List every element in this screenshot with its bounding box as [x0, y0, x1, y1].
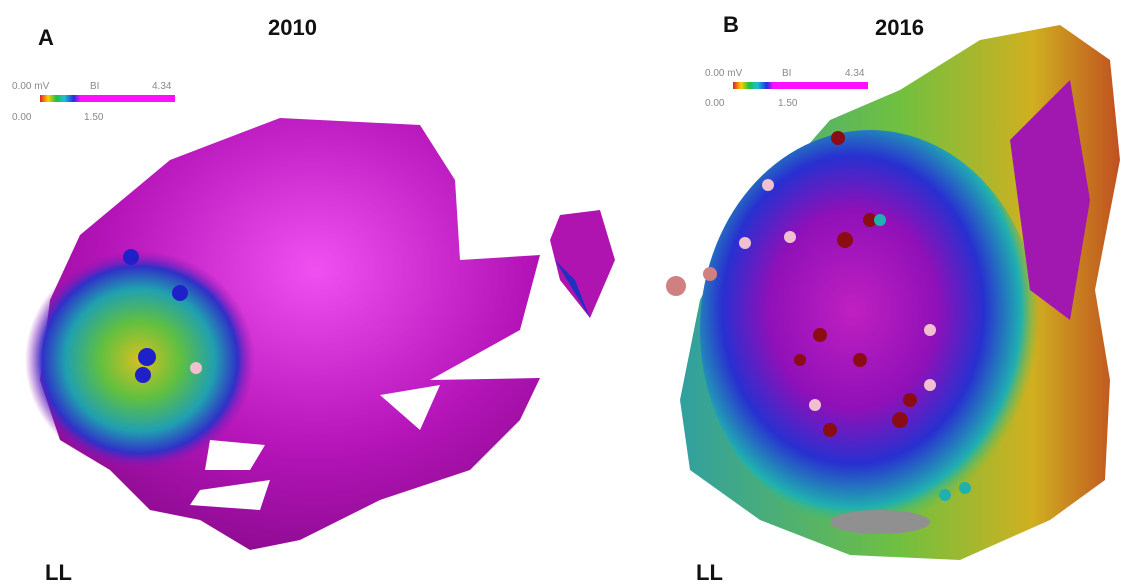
figure: A 2010 0.00 mV BI 4.34 0.00 1.50 LL B 20…: [0, 0, 1137, 586]
marker: [135, 367, 151, 383]
map-b: [666, 25, 1120, 560]
colorbar-min: 0.00 mV: [705, 68, 743, 79]
marker: [703, 267, 717, 281]
marker: [666, 276, 686, 296]
colorbar-low: 0.00: [12, 112, 32, 123]
marker: [190, 362, 202, 374]
colorbar-threshold: 1.50: [84, 112, 104, 123]
marker: [172, 285, 188, 301]
colorbar-mode: BI: [90, 81, 99, 92]
colorbar-max: 4.34: [152, 81, 172, 92]
colorbar: [40, 95, 175, 102]
colorbar-threshold: 1.50: [778, 98, 798, 109]
colorbar-low: 0.00: [705, 98, 725, 109]
colorbar-min: 0.00 mV: [12, 81, 50, 92]
page: A 2010 0.00 mV BI 4.34 0.00 1.50 LL B 20…: [0, 0, 1137, 586]
view-label: LL: [45, 560, 72, 585]
low-voltage-region: [700, 130, 1040, 530]
map-a: [25, 118, 615, 550]
marker: [138, 348, 156, 366]
panel-year: 2016: [875, 15, 924, 40]
colorbar: [733, 82, 868, 89]
view-label: LL: [696, 560, 723, 585]
valve: [830, 510, 930, 534]
colorbar-max: 4.34: [845, 68, 865, 79]
panel-year: 2010: [268, 15, 317, 40]
marker: [123, 249, 139, 265]
panel-label: B: [723, 12, 739, 37]
colorbar-mode: BI: [782, 68, 791, 79]
panel-label: A: [38, 25, 54, 50]
